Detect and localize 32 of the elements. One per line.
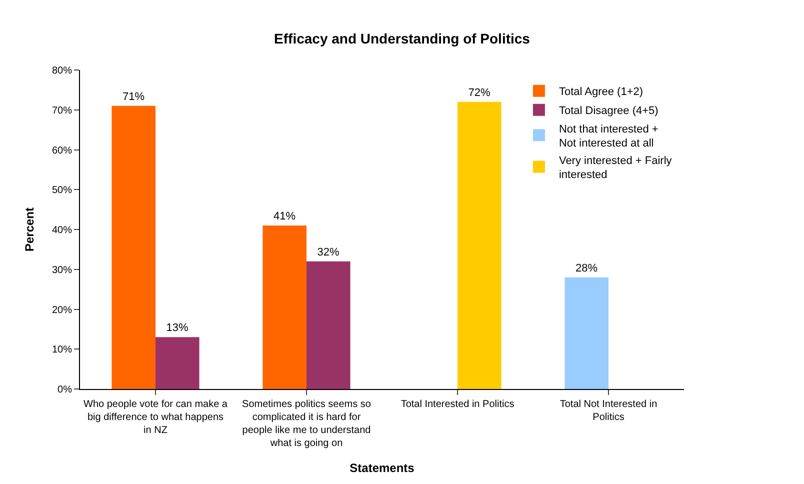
data-label: 71% [122,90,145,103]
y-tick-label: 70% [52,105,72,116]
bar [156,337,200,389]
data-label: 13% [166,322,189,334]
y-tick-label: 50% [52,185,72,196]
y-tick-label: 20% [52,304,72,316]
y-tick-label: 0% [58,384,72,396]
y-tick-label: 10% [52,344,72,356]
bar [564,277,608,389]
x-tick-label: Sometimes politics seems so complicated it is hard for people like me to understand what is going on [242,399,372,449]
bar [262,226,306,389]
data-label: 41% [273,210,296,223]
legend-label: Very interested + Fairly interested [558,154,672,182]
y-tick-label: 60% [52,145,72,156]
bar [112,106,156,389]
x-tick-label: Who people vote for can make a big difference to what happens in NZ [84,399,228,436]
x-axis-title: Statements [350,460,415,475]
data-label: 28% [575,262,598,274]
x-tick-label: Total Interested in Politics [400,399,514,410]
y-tick-label: 80% [52,66,72,76]
chart-title: Efficacy and Understanding of Politics [274,30,530,47]
legend-label: Not that interested + Not interested at all [558,123,658,150]
data-label: 72% [468,86,491,99]
legend-label: Total Disagree (4+5) [558,105,658,118]
y-tick-label: 30% [52,264,72,276]
bar [306,261,350,389]
y-axis-title: Percent [22,207,36,252]
x-tick-label: Total Not Interested in Politics [560,399,658,423]
legend-label: Total Agree (1+2) [558,86,644,98]
y-tick-label: 40% [52,225,72,236]
bar [458,102,502,389]
data-label: 32% [317,246,340,258]
